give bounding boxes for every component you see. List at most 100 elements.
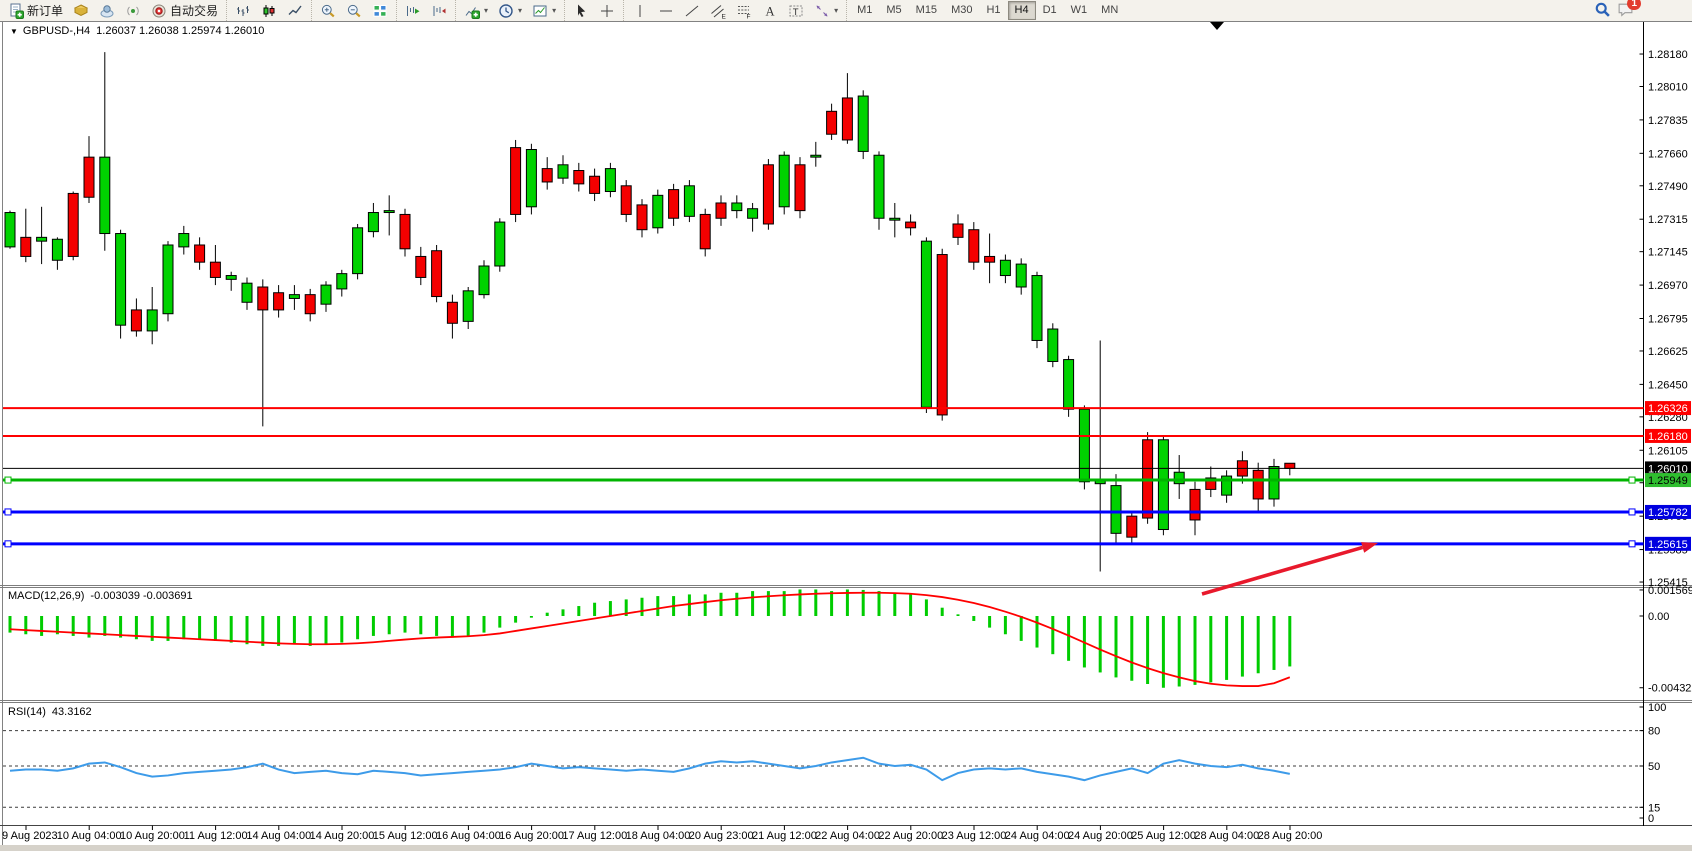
price-tick: 1.26105	[1648, 445, 1688, 457]
toolbar-button-label[interactable]: T	[783, 0, 809, 21]
candle	[1015, 258, 1027, 295]
toolbar-button-market-watch[interactable]	[68, 0, 94, 21]
rsi-axis-tick: 50	[1648, 761, 1660, 773]
rsi-line	[9, 756, 1290, 782]
candle	[494, 218, 506, 272]
toolbar-button-search[interactable]	[1594, 1, 1611, 21]
timeframe-button-M5[interactable]: M5	[886, 4, 902, 16]
svg-text:E: E	[722, 13, 727, 19]
toolbar-button-signal[interactable]	[120, 0, 146, 21]
timeframe-button-D1[interactable]: D1	[1042, 4, 1057, 16]
toolbar-button-trendline[interactable]	[679, 0, 705, 21]
toolbar-group-chart-type	[226, 0, 311, 21]
candle	[194, 237, 206, 270]
toolbar-button-cursor[interactable]	[568, 0, 594, 21]
time-tick: 28 Aug 04:00	[1194, 830, 1259, 842]
line-handle[interactable]	[4, 540, 12, 548]
macd-axis-tick: 0.001569	[1648, 585, 1692, 597]
toolbar-button-arrows[interactable]: ▾	[809, 0, 843, 21]
toolbar-button-bars-chart[interactable]	[230, 0, 256, 21]
line-handle[interactable]	[4, 508, 12, 516]
toolbar-button-fibonacci[interactable]: F	[731, 0, 757, 21]
toolbar-button-templates[interactable]: ▾	[527, 0, 561, 21]
dropdown-arrow-icon[interactable]: ▾	[484, 6, 489, 15]
toolbar-button-text[interactable]: A	[757, 0, 783, 21]
dropdown-arrow-icon[interactable]: ▾	[834, 6, 839, 15]
macd-signal-line	[9, 591, 1291, 687]
candle	[525, 143, 537, 215]
candle	[589, 168, 601, 202]
toolbar-button-crosshair[interactable]	[594, 0, 620, 21]
dropdown-arrow-icon[interactable]: ▾	[552, 6, 557, 15]
candle	[541, 157, 553, 190]
toolbar-button-label: 新订单	[27, 4, 64, 18]
svg-text:T: T	[793, 6, 799, 17]
timeframe-button-M1[interactable]: M1	[857, 4, 873, 16]
macd-axis-tick: -0.004322	[1648, 683, 1692, 695]
candle	[241, 277, 253, 310]
rsi-value: 43.3162	[51, 706, 92, 718]
timeframe-button-H1[interactable]: H1	[986, 4, 1001, 16]
time-tick: 23 Aug 12:00	[942, 830, 1007, 842]
toolbar-button-vertical-line[interactable]	[627, 0, 653, 21]
price-tick: 1.27145	[1648, 247, 1688, 259]
toolbar-button-zoom-out[interactable]	[341, 0, 367, 21]
toolbar-button-chart-shift[interactable]	[426, 0, 452, 21]
toolbar-group-timeframes: M1 M5 M15 M30 H1 H4 D1 W1 MN	[846, 0, 1128, 21]
chart-collapse-icon[interactable]: ▼	[10, 27, 18, 36]
hline-1.25949[interactable]	[3, 476, 1644, 484]
market-watch-icon	[73, 3, 89, 16]
line-handle[interactable]	[1628, 476, 1636, 484]
toolbar-button-autotrading[interactable]: 自动交易	[146, 0, 223, 21]
time-tick: 14 Aug 04:00	[246, 830, 311, 842]
svg-text:F: F	[747, 13, 751, 19]
line-handle[interactable]	[4, 476, 12, 484]
price-tick: 1.25415	[1648, 577, 1688, 589]
toolbar-button-candles-chart[interactable]	[256, 0, 282, 21]
svg-text:1.26180: 1.26180	[1648, 431, 1688, 443]
chart-shift-marker[interactable]	[1210, 22, 1224, 30]
svg-text:1.25949: 1.25949	[1648, 475, 1688, 487]
candle	[510, 139, 522, 223]
dropdown-arrow-icon[interactable]: ▾	[518, 6, 523, 15]
toolbar-button-zoom-in[interactable]	[315, 0, 341, 21]
candle	[620, 180, 632, 223]
candle	[36, 206, 48, 265]
timeframe-button-MN[interactable]: MN	[1101, 4, 1119, 16]
line-handle[interactable]	[1628, 540, 1636, 548]
toolbar-button-auto-scroll[interactable]	[400, 0, 426, 21]
toolbar-button-indicators[interactable]: ▾	[459, 0, 493, 21]
timeframe-button-W1[interactable]: W1	[1070, 4, 1088, 16]
candle	[668, 183, 680, 226]
price-tick: 1.27660	[1648, 148, 1688, 160]
timeframe-button-M15[interactable]: M15	[915, 4, 938, 16]
price-tick: 1.26625	[1648, 346, 1688, 358]
rsi-axis-tick: 100	[1648, 702, 1666, 714]
chart-shift-icon	[433, 5, 446, 16]
time-tick: 16 Aug 04:00	[436, 830, 501, 842]
toolbar-button-new-order[interactable]: 新订单	[3, 0, 68, 21]
toolbar-button-tile-windows[interactable]	[367, 0, 393, 21]
templates-icon	[533, 5, 547, 16]
timeframe-button-M30[interactable]: M30	[951, 4, 973, 16]
candle	[446, 294, 458, 339]
line-handle[interactable]	[1628, 508, 1636, 516]
toolbar-button-horizontal-line[interactable]	[653, 0, 679, 21]
hline-1.25782[interactable]	[3, 508, 1644, 516]
toolbar-button-chat[interactable]: 1	[1617, 0, 1641, 21]
toolbar-button-line-chart[interactable]	[282, 0, 308, 21]
time-tick: 25 Aug 12:00	[1131, 830, 1196, 842]
toolbar-button-periods[interactable]: ▾	[493, 0, 527, 21]
annotation-arrow[interactable]	[1201, 542, 1378, 596]
time-tick: 10 Aug 20:00	[120, 830, 185, 842]
price-tick: 1.26795	[1648, 314, 1688, 326]
candle	[336, 269, 348, 297]
candle	[1031, 271, 1043, 349]
chart-frame	[0, 21, 1692, 851]
toolbar-button-channel[interactable]: E	[705, 0, 731, 21]
chart-ohlc-values: 1.26037 1.26038 1.25974 1.26010	[96, 25, 265, 37]
toolbar-button-profile[interactable]	[94, 0, 120, 21]
timeframe-button-H4[interactable]: H4	[1007, 1, 1036, 20]
